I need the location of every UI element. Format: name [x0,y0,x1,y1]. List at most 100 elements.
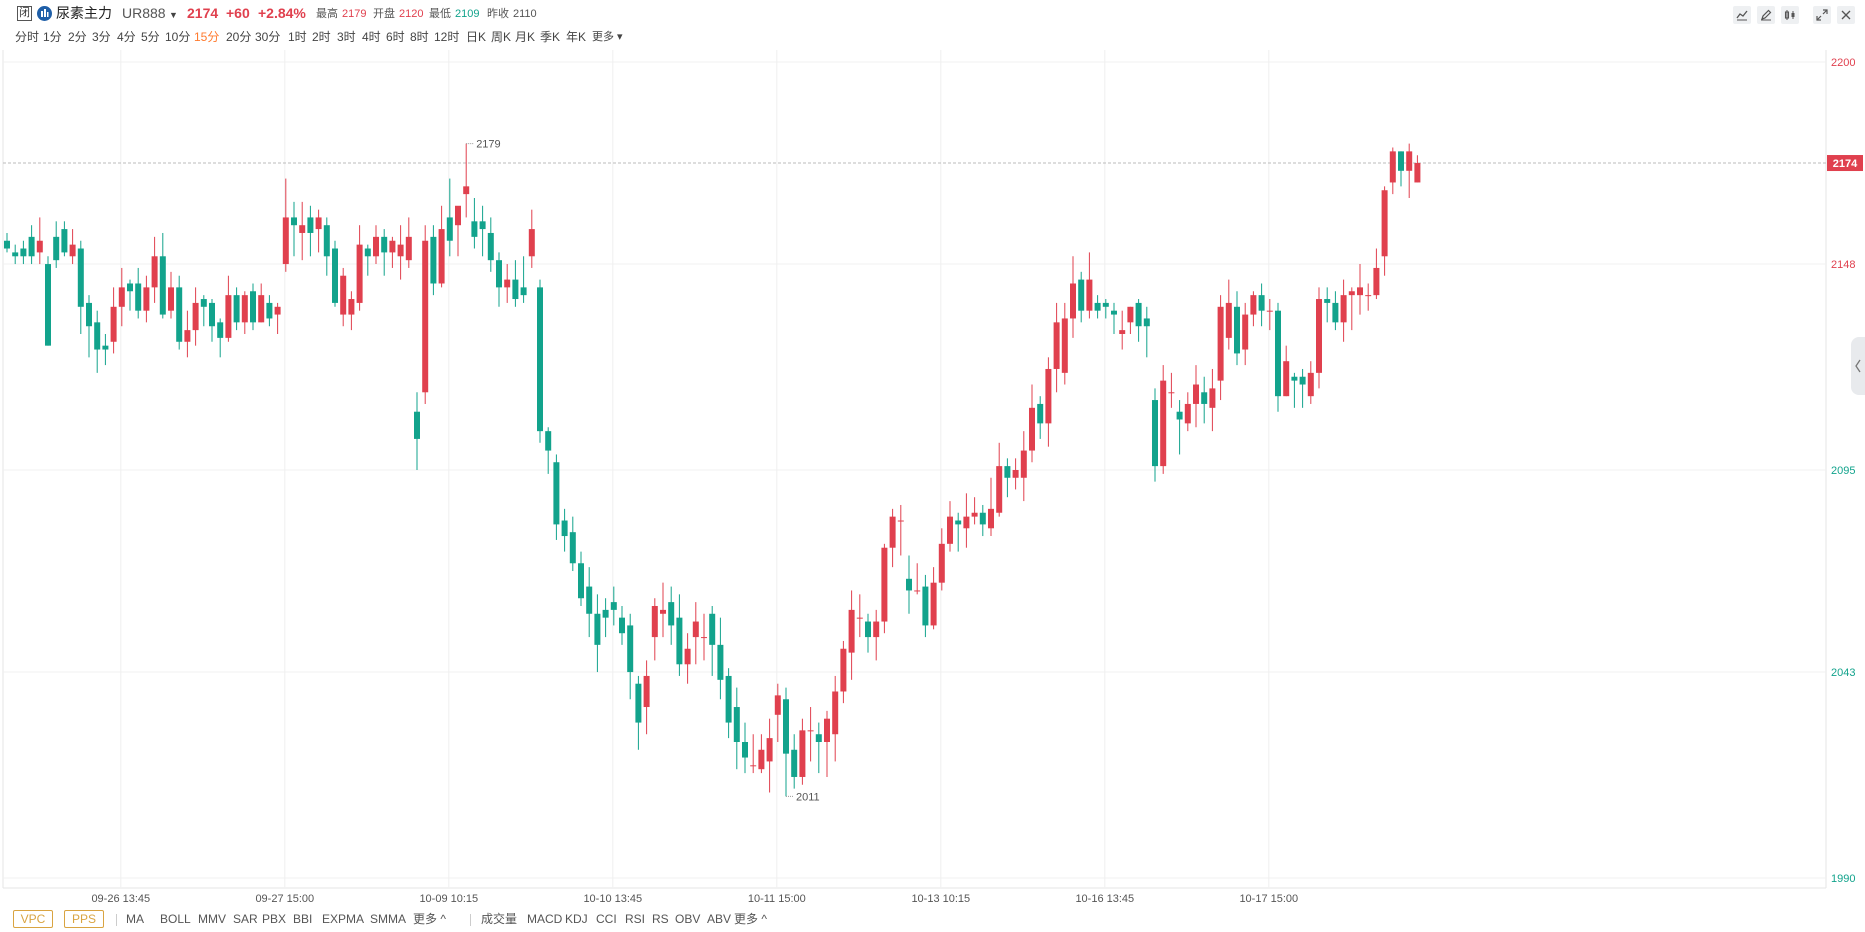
side-panel-handle[interactable] [1851,337,1865,395]
period-option[interactable]: 6时 [386,30,405,44]
candle-body [643,675,650,708]
period-option[interactable]: 分时 [15,30,40,44]
close-icon[interactable] [1837,6,1855,24]
candle-body [479,221,486,230]
line-chart-icon[interactable] [1733,6,1751,24]
stat-value-high: 2179 [342,8,367,20]
candle-body [545,431,552,451]
candle-body [553,462,560,525]
stat-label-low: 最低 [429,8,451,20]
period-option[interactable]: 15分 [194,30,220,44]
main-indicator-6[interactable]: EXPMA [322,912,365,926]
candle-body [1266,310,1273,312]
candle-body [102,345,109,350]
candle-body [299,225,306,233]
y-tick-label: 1990 [1831,873,1855,885]
candle-body [848,609,855,653]
period-option[interactable]: 30分 [255,30,281,44]
expand-icon[interactable] [1813,6,1831,24]
pen-icon[interactable] [1757,6,1775,24]
candle-body [922,586,929,626]
period-option[interactable]: 日K [466,30,487,44]
symbol-dropdown-caret-icon[interactable]: ▼ [169,10,178,20]
candle-body [963,516,970,529]
period-option[interactable]: 1时 [288,30,307,44]
indicator-box-pps[interactable]: PPS [64,910,104,928]
candle-body [1094,302,1101,311]
candle-body [348,299,355,315]
candle-body [356,244,363,303]
sub-indicator-5[interactable]: RS [652,912,669,926]
y-tick-label: 2148 [1831,259,1855,271]
candle-body [1209,388,1216,408]
candle-body [209,302,215,327]
main-indicator-7[interactable]: SMMA [370,912,406,926]
candle-body [897,520,904,522]
main-indicator-4[interactable]: PBX [262,912,287,926]
candle-body [143,287,150,311]
sub-indicator-8[interactable]: 更多 ^ [734,912,767,926]
candle-body [971,512,978,517]
period-option[interactable]: 5分 [141,30,160,44]
sub-indicator-2[interactable]: KDJ [565,912,588,926]
sub-indicator-1[interactable]: MACD [527,912,563,926]
candle-body [1160,380,1167,467]
period-option[interactable]: 2分 [68,30,87,44]
max-marker-label: 2179 [476,139,500,151]
period-more[interactable]: 更多 ▾ [592,31,623,43]
period-option[interactable]: 年K [566,30,587,44]
period-option[interactable]: 周K [491,30,512,44]
divider [470,914,471,926]
candle-body [1184,403,1191,424]
candle-body [266,302,273,319]
main-indicator-8[interactable]: 更多 ^ [413,912,446,926]
sub-indicator-3[interactable]: CCI [596,912,617,926]
period-option[interactable]: 月K [515,30,536,44]
main-indicator-1[interactable]: BOLL [160,912,191,926]
period-option[interactable]: 3分 [92,30,111,44]
sub-indicator-0[interactable]: 成交量 [481,912,518,926]
candle-body [1053,322,1060,369]
candle-body [1258,295,1265,311]
period-option[interactable]: 20分 [226,30,252,44]
symbol-code[interactable]: UR888 [122,5,166,21]
main-indicator-3[interactable]: SAR [233,912,258,926]
period-option[interactable]: 4分 [117,30,136,44]
sub-indicator-4[interactable]: RSI [625,912,646,926]
indicator-box-vpc[interactable]: VPC [13,910,53,928]
candle-body [1406,151,1413,171]
period-option[interactable]: 8时 [410,30,429,44]
candle-body [561,520,568,537]
candle-body [1020,450,1027,478]
compare-icon[interactable] [1781,6,1799,24]
candle-body [586,586,593,614]
x-tick-label: 10-13 10:15 [911,893,970,905]
period-option[interactable]: 12时 [434,30,460,44]
candle-body [758,749,765,770]
candle-body [496,260,502,288]
sub-indicator-6[interactable]: OBV [675,912,701,926]
period-option[interactable]: 3时 [337,30,356,44]
candle-body [578,563,584,599]
sub-indicator-7[interactable]: ABV [707,912,732,926]
candle-body [1357,287,1363,296]
candle-body [799,730,806,777]
period-option[interactable]: 2时 [312,30,331,44]
period-option[interactable]: 4时 [362,30,381,44]
y-tick-label: 2200 [1831,57,1855,69]
main-indicator-0[interactable]: MA [126,912,144,926]
symbol-name[interactable]: 尿素主力 [56,5,112,21]
candle-body [938,543,945,583]
candle-body [873,621,880,638]
main-indicator-2[interactable]: MMV [198,912,226,926]
candle-body [184,330,191,342]
candle-body [192,302,199,331]
main-indicator-5[interactable]: BBI [293,912,313,926]
candle-body [504,279,511,288]
period-option[interactable]: 10分 [165,30,191,44]
candle-body [1135,302,1142,327]
period-option[interactable]: 季K [540,30,561,44]
period-option[interactable]: 1分 [43,30,62,44]
candle-body [471,221,478,237]
